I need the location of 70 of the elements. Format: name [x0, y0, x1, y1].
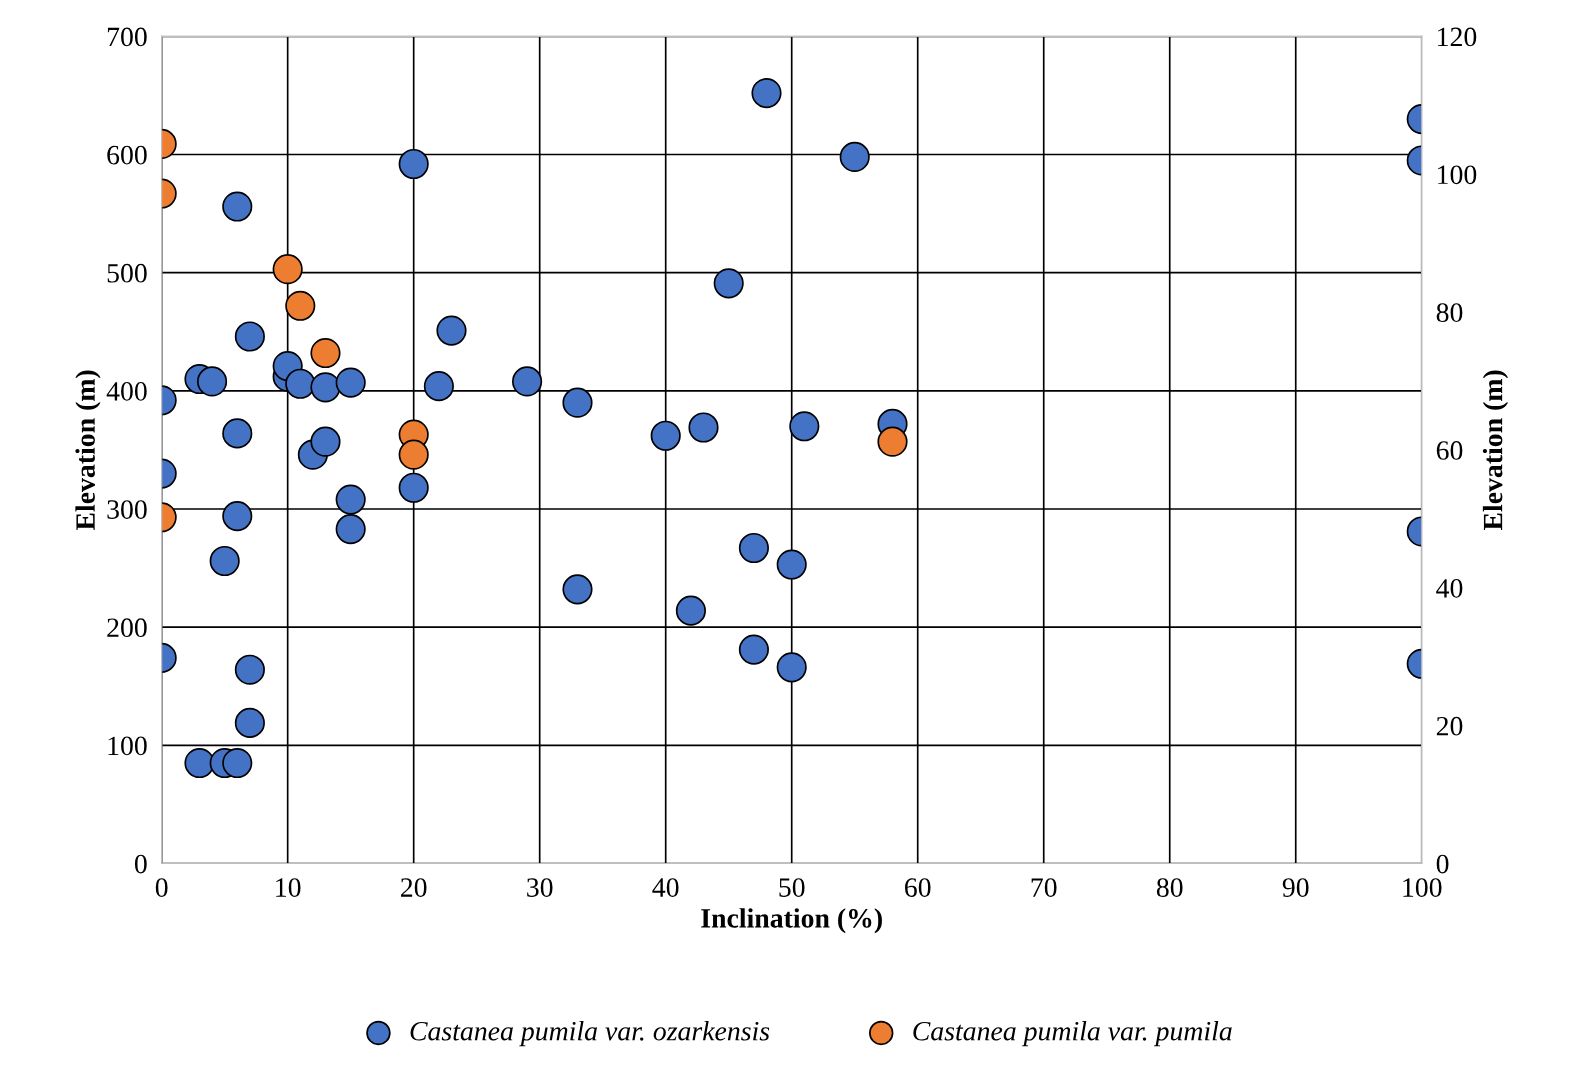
legend-label: Castanea pumila var. pumila [913, 1021, 1232, 1047]
point [222, 418, 253, 449]
y2-tick-label: 40 [1436, 578, 1463, 598]
y-tick-label: 200 [107, 618, 147, 638]
x-tick-label: 10 [276, 878, 301, 897]
point [285, 290, 316, 321]
y2-tick-label: 0 [1436, 854, 1449, 874]
point [789, 411, 820, 442]
point [184, 747, 215, 779]
point [776, 652, 807, 683]
x-tick-label: 20 [401, 878, 427, 897]
point [738, 532, 769, 564]
point [335, 367, 366, 398]
y2-tick-label: 20 [1436, 716, 1463, 736]
point [222, 747, 253, 779]
x-tick-label: 60 [905, 878, 931, 897]
x-tick-label: 90 [1282, 878, 1309, 897]
y2-axis-title: Elevation (m) [1482, 370, 1509, 531]
x-tick-label: 70 [1031, 878, 1057, 897]
y2-tick-label: 120 [1438, 27, 1477, 47]
point [776, 549, 807, 580]
point [234, 654, 265, 685]
y2-tick-label: 100 [1438, 165, 1477, 185]
point [285, 368, 316, 399]
point [562, 387, 593, 418]
x-tick-label: 50 [779, 878, 805, 897]
x-tick-label: 0 [155, 878, 168, 897]
y-tick-label: 300 [107, 500, 147, 519]
point [398, 472, 429, 503]
point [310, 337, 341, 369]
point [877, 426, 908, 457]
y-tick-label: 0 [134, 854, 147, 874]
point [738, 634, 769, 665]
x-tick-label: 80 [1156, 878, 1183, 897]
point [650, 420, 681, 451]
y-tick-label: 600 [107, 145, 147, 165]
point [335, 514, 366, 545]
y-tick-label: 100 [108, 736, 147, 756]
point [398, 148, 429, 180]
point [234, 321, 265, 352]
y2-tick-label: 60 [1436, 441, 1463, 460]
point [209, 545, 240, 577]
point [310, 426, 341, 457]
point [562, 574, 593, 605]
point [512, 366, 543, 397]
point [310, 372, 341, 403]
y-tick-label: 500 [107, 263, 147, 283]
x-axis-title: Inclination (%) [701, 908, 882, 934]
x-tick-label: 100 [1403, 878, 1442, 897]
point [675, 595, 706, 626]
point [839, 141, 870, 172]
point [423, 371, 454, 402]
point [751, 78, 782, 109]
x-tick-label: 40 [652, 878, 679, 897]
legend-label: Castanea pumila var. ozarkensis [410, 1021, 770, 1047]
point [234, 707, 265, 738]
point [436, 315, 467, 346]
point [713, 268, 744, 299]
y2-tick-label: 80 [1436, 303, 1463, 322]
y-axis-title: Elevation (m) [75, 370, 101, 531]
y-tick-label: 700 [107, 27, 147, 47]
point [398, 439, 429, 470]
point [197, 366, 228, 397]
point [222, 501, 253, 532]
x-tick-label: 30 [527, 878, 553, 897]
point [335, 484, 366, 515]
point [222, 191, 253, 222]
point [272, 254, 303, 285]
point [688, 412, 719, 443]
y-tick-label: 400 [106, 382, 147, 401]
